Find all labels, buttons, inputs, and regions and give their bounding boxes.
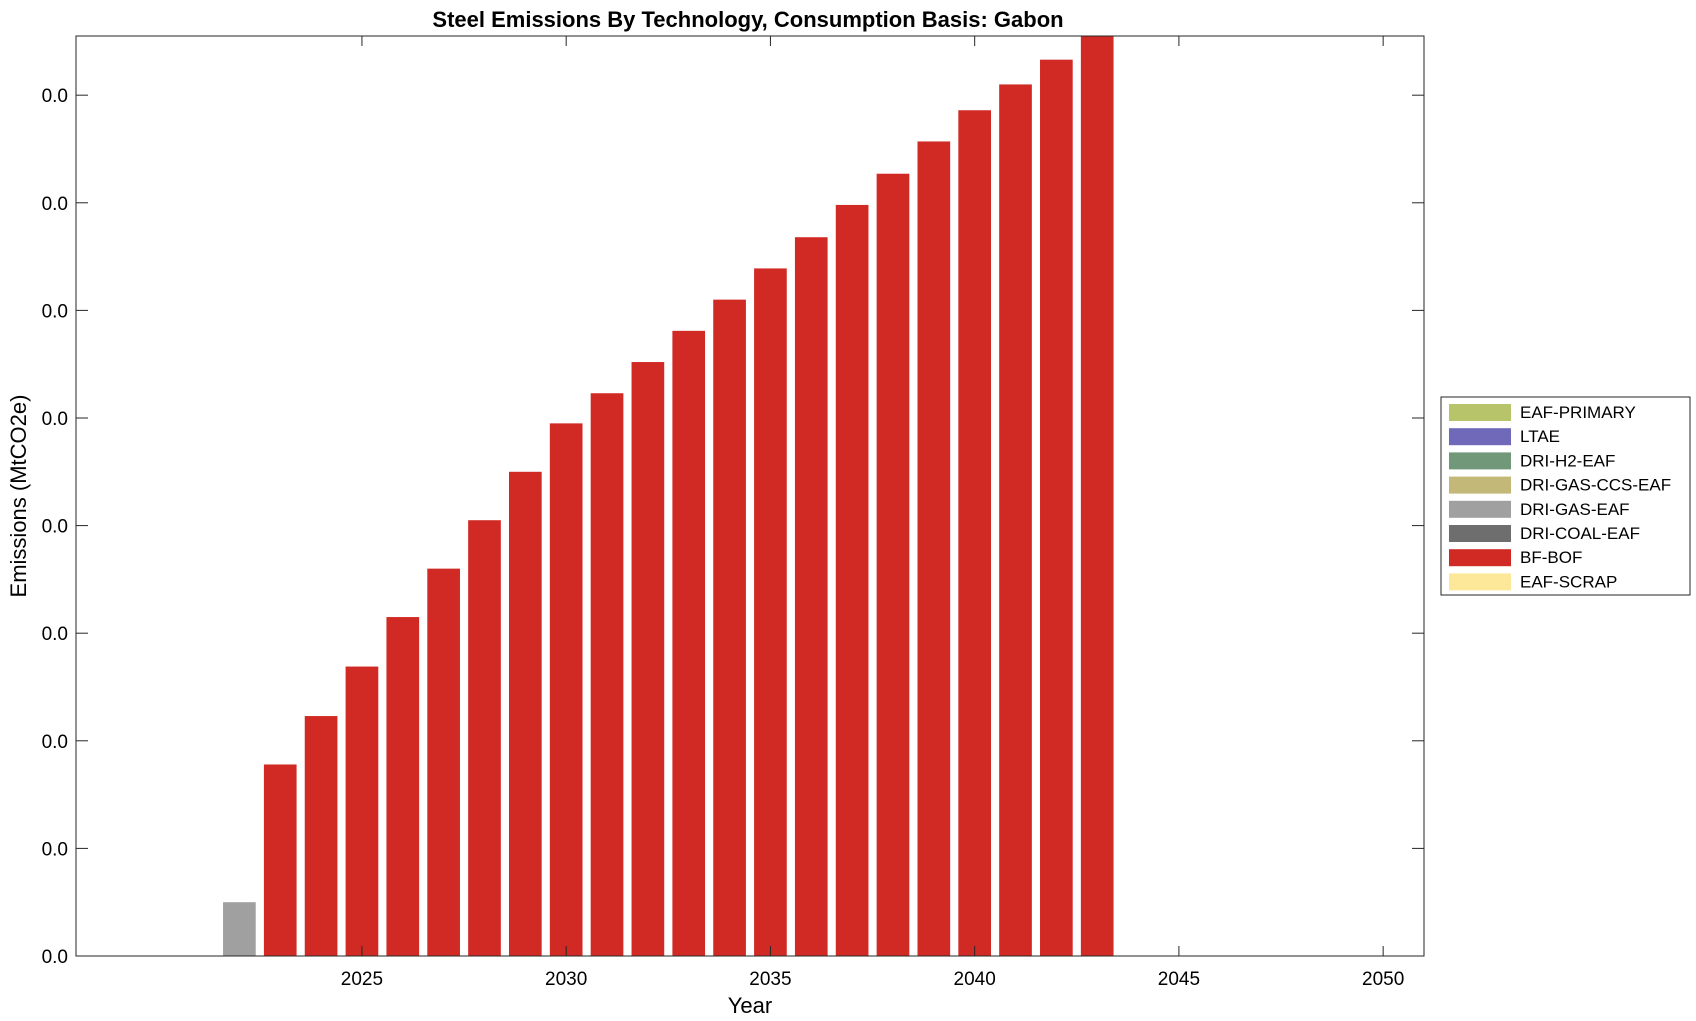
x-tick-label: 2040 bbox=[954, 969, 996, 990]
bar-bf-bof-2038 bbox=[876, 173, 910, 957]
legend-label-eaf-primary: EAF-PRIMARY bbox=[1520, 403, 1636, 422]
bar-bf-bof-2026 bbox=[386, 617, 420, 956]
y-tick-label: 0.0 bbox=[42, 517, 68, 538]
legend-label-eaf-scrap: EAF-SCRAP bbox=[1520, 572, 1617, 591]
legend-swatch-dri-gas-eaf bbox=[1449, 500, 1511, 518]
y-tick-label: 0.0 bbox=[42, 86, 68, 107]
x-tick-label: 2025 bbox=[341, 969, 383, 990]
legend-label-dri-gas-eaf: DRI-GAS-EAF bbox=[1520, 500, 1630, 519]
x-axis-ticks: 2025 2030 2035 2040 2045 2050 bbox=[341, 36, 1404, 990]
bar-bf-bof-2033 bbox=[672, 330, 706, 957]
bar-bf-bof-2024 bbox=[304, 716, 338, 956]
y-tick-label: 0.0 bbox=[42, 301, 68, 322]
bar-dri-gas-eaf-2022 bbox=[223, 902, 256, 956]
y-axis-label: Emissions (MtCO2e) bbox=[6, 395, 31, 598]
y-tick-label: 0.0 bbox=[42, 839, 68, 860]
legend-label-dri-h2-eaf: DRI-H2-EAF bbox=[1520, 451, 1615, 470]
plot-area-frame bbox=[75, 35, 1425, 957]
bar-bf-bof-2029 bbox=[508, 471, 542, 956]
y-tick-label: 0.0 bbox=[42, 194, 68, 215]
bar-bf-bof-2031 bbox=[590, 393, 624, 956]
x-tick-label: 2045 bbox=[1158, 969, 1200, 990]
legend-label-bf-bof: BF-BOF bbox=[1520, 548, 1582, 567]
y-tick-label: 0.0 bbox=[42, 624, 68, 645]
bar-bf-bof-2030 bbox=[549, 423, 583, 956]
y-tick-label: 0.0 bbox=[42, 409, 68, 430]
bar-bf-bof-2023 bbox=[263, 764, 297, 956]
legend-label-dri-coal-eaf: DRI-COAL-EAF bbox=[1520, 524, 1640, 543]
bar-bf-bof-2034 bbox=[713, 299, 746, 956]
bar-bf-bof-2035 bbox=[754, 268, 787, 956]
legend-swatch-dri-gas-ccs-eaf bbox=[1449, 476, 1511, 494]
x-tick-label: 2030 bbox=[545, 969, 587, 990]
legend-swatch-bf-bof bbox=[1449, 549, 1511, 567]
bar-bf-bof-2041 bbox=[999, 84, 1032, 957]
chart-title: Steel Emissions By Technology, Consumpti… bbox=[432, 7, 1063, 32]
legend-swatch-dri-h2-eaf bbox=[1449, 452, 1511, 470]
legend-items: EAF-PRIMARY LTAE DRI-H2-EAF DRI-GAS-CCS-EAF… bbox=[1449, 403, 1671, 591]
bar-bf-bof-2040 bbox=[958, 110, 992, 956]
bar-bf-bof-2037 bbox=[835, 204, 869, 956]
bar-bf-bof-2036 bbox=[794, 237, 828, 957]
bar-bf-bof-2039 bbox=[917, 141, 951, 956]
legend-swatch-eaf-primary bbox=[1449, 404, 1511, 421]
y-tick-label: 0.0 bbox=[42, 732, 68, 753]
bar-bf-bof-2025 bbox=[345, 666, 379, 956]
y-axis-ticks: 0.0 0.0 0.0 0.0 0.0 0.0 0.0 0.0 0.0 bbox=[42, 86, 1424, 968]
x-tick-label: 2035 bbox=[749, 969, 791, 990]
legend-label-dri-gas-ccs-eaf: DRI-GAS-CCS-EAF bbox=[1520, 476, 1671, 495]
legend: EAF-PRIMARY LTAE DRI-H2-EAF DRI-GAS-CCS-EAF… bbox=[1440, 396, 1691, 596]
y-tick-label: 0.0 bbox=[42, 947, 68, 968]
legend-swatch-eaf-scrap bbox=[1449, 573, 1511, 591]
legend-label-ltae: LTAE bbox=[1520, 427, 1560, 446]
bar-bf-bof-2028 bbox=[468, 520, 501, 956]
bar-bf-bof-2027 bbox=[427, 568, 460, 956]
x-tick-label: 2050 bbox=[1362, 969, 1404, 990]
bar-layer bbox=[223, 36, 1114, 957]
bar-bf-bof-2043 bbox=[1080, 36, 1114, 956]
legend-swatch-dri-coal-eaf bbox=[1449, 525, 1511, 542]
bar-bf-bof-2042 bbox=[1040, 59, 1073, 957]
legend-swatch-ltae bbox=[1449, 428, 1511, 446]
bar-bf-bof-2032 bbox=[631, 362, 665, 956]
x-axis-label: Year bbox=[728, 993, 772, 1018]
